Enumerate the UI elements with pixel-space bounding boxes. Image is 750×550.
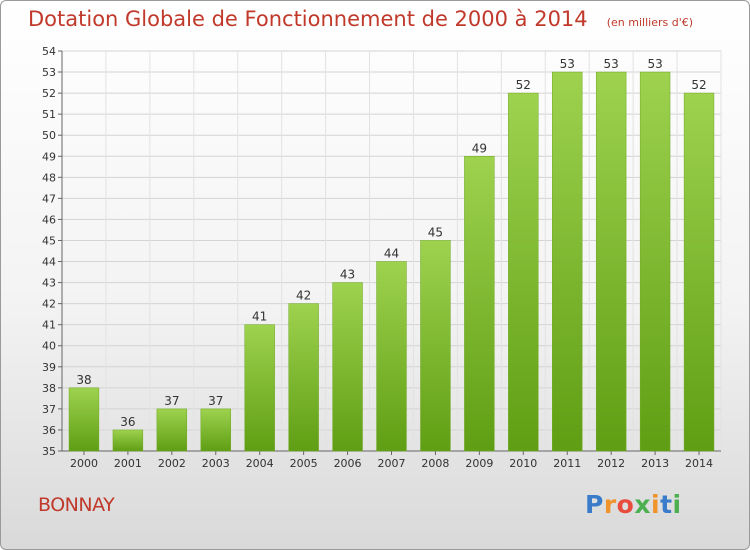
y-tick-label: 50 (42, 129, 56, 142)
y-tick-label: 39 (42, 361, 56, 374)
bar-2005 (288, 303, 319, 452)
y-tick-label: 51 (42, 108, 56, 121)
x-tick-label: 2010 (509, 457, 537, 470)
bar-2013 (639, 71, 671, 452)
bar-value-label: 53 (604, 57, 619, 71)
bar-2003 (200, 408, 231, 452)
bar-value-label: 38 (76, 373, 91, 387)
x-tick-label: 2011 (553, 457, 581, 470)
bar-value-label: 53 (647, 57, 662, 71)
y-tick-label: 52 (42, 87, 56, 100)
bar-value-label: 37 (208, 394, 223, 408)
labels: 35 36 37 38 39 40 41 42 43 44 45 46 47 48 49 50 51 52 53 54… (42, 45, 713, 470)
bar-value-label: 52 (516, 78, 531, 92)
x-tick-label: 2013 (641, 457, 669, 470)
y-tick-label: 54 (42, 45, 56, 58)
bar-value-label: 36 (120, 415, 135, 429)
x-tick-label: 2002 (158, 457, 186, 470)
bar-2004 (244, 324, 275, 452)
y-tick-label: 42 (42, 298, 56, 311)
bar-value-label: 52 (691, 78, 706, 92)
y-tick-label: 44 (42, 256, 56, 269)
x-tick-label: 2003 (202, 457, 230, 470)
bar-2010 (508, 92, 539, 452)
y-tick-label: 35 (42, 445, 56, 458)
bar-2008 (420, 240, 451, 452)
y-tick-label: 40 (42, 340, 56, 353)
bar-2007 (376, 261, 407, 452)
x-tick-label: 2009 (465, 457, 493, 470)
bar-2009 (464, 156, 495, 452)
y-tick-label: 48 (42, 171, 56, 184)
y-tick-label: 43 (42, 277, 56, 290)
bar-value-label: 43 (340, 268, 355, 282)
x-tick-label: 2008 (421, 457, 449, 470)
bar-2002 (156, 408, 188, 452)
y-tick-label: 49 (42, 150, 56, 163)
commune-name: BONNAY (38, 494, 115, 516)
chart-title: Dotation Globale de Fonctionnement de 20… (28, 7, 693, 31)
bar-2011 (552, 71, 583, 452)
y-tick-label: 46 (42, 213, 56, 226)
bar-value-label: 49 (472, 141, 487, 155)
bar-2001 (112, 429, 144, 452)
bar-value-label: 45 (428, 225, 443, 239)
proxiti-logo: Proxiti (585, 490, 682, 519)
x-tick-label: 2006 (334, 457, 362, 470)
y-tick-label: 45 (42, 234, 56, 247)
bar-value-label: 44 (384, 247, 399, 261)
y-tick-label: 38 (42, 382, 56, 395)
x-tick-label: 2005 (290, 457, 318, 470)
bar-2014 (683, 92, 715, 452)
bar-value-label: 41 (252, 310, 267, 324)
x-tick-label: 2012 (597, 457, 625, 470)
chart-subtitle: (en milliers d'€) (606, 16, 694, 29)
chart-title-main: Dotation Globale de Fonctionnement de 20… (28, 7, 588, 31)
bar-2012 (595, 71, 627, 452)
x-tick-label: 2000 (70, 457, 98, 470)
y-tick-label: 47 (42, 192, 56, 205)
x-tick-label: 2007 (378, 457, 406, 470)
bar-2006 (332, 282, 363, 452)
bar-value-label: 53 (560, 57, 575, 71)
bars (68, 71, 715, 452)
bar-value-label: 37 (164, 394, 179, 408)
y-tick-label: 53 (42, 66, 56, 79)
bar-value-label: 42 (296, 289, 311, 303)
bar-2000 (68, 387, 100, 452)
y-tick-label: 36 (42, 424, 56, 437)
x-tick-label: 2004 (246, 457, 274, 470)
y-tick-label: 37 (42, 403, 56, 416)
x-tick-label: 2014 (685, 457, 713, 470)
y-tick-label: 41 (42, 319, 56, 332)
x-tick-label: 2001 (114, 457, 142, 470)
